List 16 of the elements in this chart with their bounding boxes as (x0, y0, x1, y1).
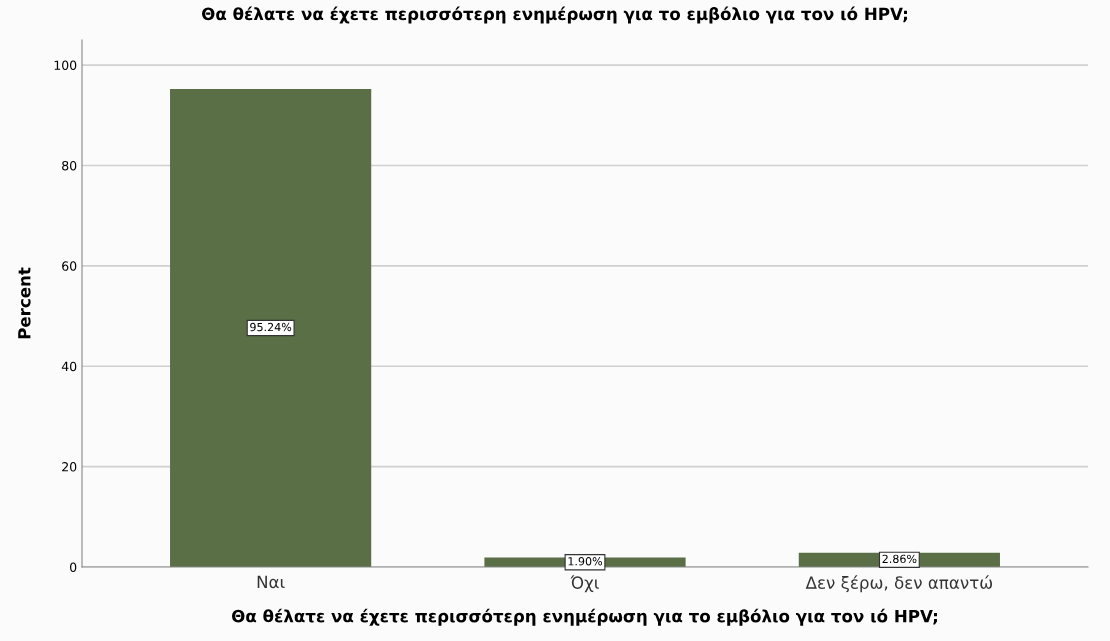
y-tick-label: 100 (54, 60, 77, 71)
y-tick-label: 0 (70, 562, 77, 572)
y-axis-title: Percent (18, 267, 31, 339)
x-axis-title: Θα θέλατε να έχετε περισσότερη ενημέρωση για το εμβόλιο για τον ιό HPV; (232, 608, 937, 626)
data-label: 1.90% (568, 557, 603, 566)
y-tick-label: 80 (62, 160, 77, 171)
x-tick-label: Δεν ξέρω, δεν απαντώ (805, 575, 993, 593)
bar (170, 88, 372, 567)
y-tick-label: 60 (62, 261, 77, 271)
y-tick-label: 20 (62, 462, 77, 472)
x-tick-label: Όχι (570, 575, 599, 593)
x-tick-label: Ναι (257, 575, 285, 589)
data-label: 2.86% (882, 554, 917, 564)
data-label: 95.24% (250, 322, 292, 332)
chart-title: Θα θέλατε να έχετε περισσότερη ενημέρωση για το εμβόλιο για τον ιό HPV; (202, 6, 907, 24)
y-tick-label: 40 (61, 361, 77, 372)
